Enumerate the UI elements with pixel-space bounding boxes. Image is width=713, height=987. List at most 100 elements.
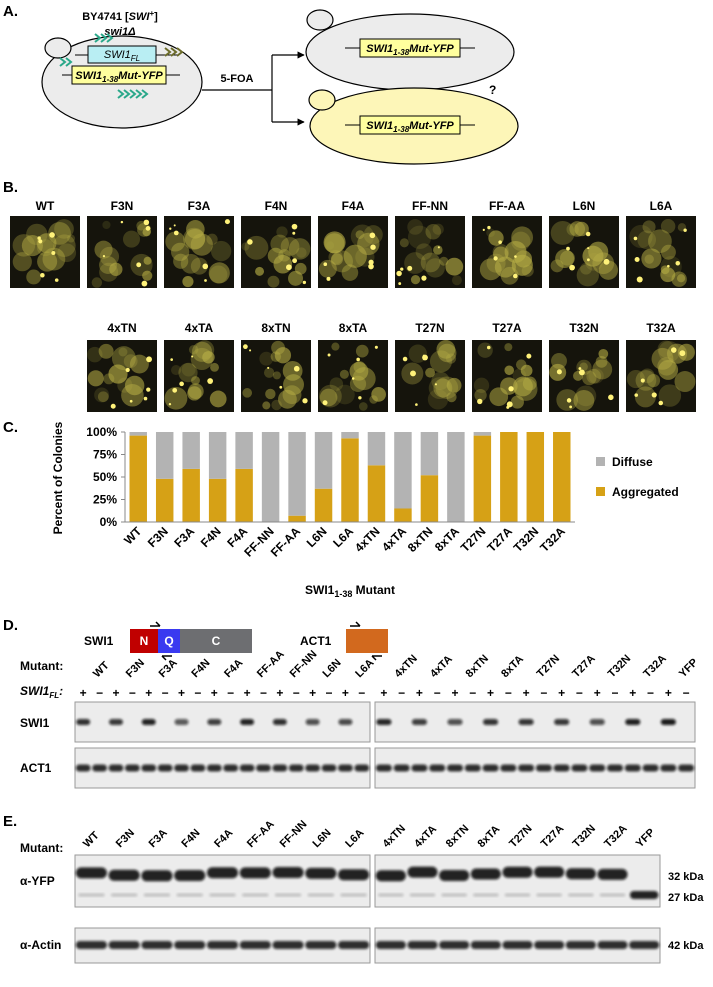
gene-sub: 1-38 xyxy=(334,589,352,599)
focus xyxy=(327,353,331,357)
gel-band xyxy=(108,941,140,949)
cell-image xyxy=(435,376,459,400)
chevron xyxy=(176,47,184,57)
gel-band xyxy=(502,941,533,949)
gel-band xyxy=(375,870,406,882)
cell-image xyxy=(566,223,579,236)
focus xyxy=(102,255,106,258)
focus xyxy=(679,350,686,357)
cell-image xyxy=(21,235,43,257)
gel-band xyxy=(407,866,438,878)
focus xyxy=(506,405,510,409)
bar-segment xyxy=(553,432,571,522)
gel-band xyxy=(338,764,353,772)
gel-band xyxy=(206,941,239,949)
image-label: 8xTA xyxy=(339,321,368,335)
cell-image xyxy=(576,264,599,287)
gel-band xyxy=(240,719,255,725)
cell-image xyxy=(573,389,595,411)
focus xyxy=(351,377,355,380)
bar-segment xyxy=(288,432,306,516)
panel-label: C. xyxy=(3,419,18,436)
focus xyxy=(302,398,308,404)
cell-image xyxy=(242,388,253,398)
cell-image xyxy=(67,234,76,243)
bar-segment xyxy=(394,508,412,522)
focus xyxy=(145,225,151,231)
focus xyxy=(286,264,292,271)
cell-image xyxy=(165,231,186,252)
gel-band xyxy=(441,893,467,897)
sign: + xyxy=(309,686,316,700)
cell-image xyxy=(598,348,609,359)
gene: SWI1 xyxy=(366,120,393,132)
focus xyxy=(493,256,498,261)
gel-band xyxy=(597,868,628,880)
focus xyxy=(173,230,179,236)
lane-label: F3N xyxy=(114,827,137,850)
row-label: Mutant: xyxy=(20,841,63,855)
cell-image xyxy=(330,253,343,266)
x-tick-label: F4N xyxy=(198,524,224,550)
cell-image xyxy=(399,238,409,248)
cell-image xyxy=(415,243,433,261)
cell-image xyxy=(208,262,230,284)
gel-band xyxy=(340,893,367,897)
gel-band xyxy=(624,764,641,772)
cell-image xyxy=(143,256,152,265)
gel-band xyxy=(239,867,271,879)
lane-label: L6A xyxy=(343,827,366,850)
gel-band xyxy=(629,941,660,949)
gel-band xyxy=(393,764,410,772)
bar-segment xyxy=(367,432,386,466)
gel-band xyxy=(535,764,552,772)
y-axis-label: Percent of Colonies xyxy=(51,421,65,534)
gel-band xyxy=(92,764,107,772)
strain-name: BY4741 [ xyxy=(82,11,129,23)
bar-segment xyxy=(341,432,359,439)
cell-image xyxy=(446,392,457,403)
x-axis-label: SWI11-38 Mutant xyxy=(305,583,395,599)
cell-image xyxy=(674,371,696,392)
cell-image xyxy=(48,222,71,245)
gel-band xyxy=(141,764,157,772)
gel xyxy=(74,854,371,908)
domain-box xyxy=(158,629,180,653)
cell-image xyxy=(585,252,603,271)
chevron xyxy=(164,47,172,57)
gel-band xyxy=(565,941,596,949)
focus xyxy=(400,267,404,271)
bar-segment xyxy=(235,468,253,522)
bar-segment xyxy=(155,432,174,479)
gel-band xyxy=(536,893,562,897)
label-rest: Mutant xyxy=(352,583,395,597)
cell-image xyxy=(265,388,276,400)
gel-band xyxy=(411,764,428,772)
gel-band xyxy=(470,941,501,949)
focus xyxy=(508,386,514,392)
gel-band xyxy=(518,719,534,725)
lane-label: YFP xyxy=(677,656,701,680)
focus xyxy=(587,247,590,250)
gel-band xyxy=(108,869,140,881)
sign: + xyxy=(487,686,494,700)
y-tick-label: 0% xyxy=(100,515,118,529)
lane-label: T27N xyxy=(507,823,535,851)
gel-band xyxy=(597,941,628,949)
gene-rest: Mut-YFP xyxy=(118,70,163,82)
cell-image xyxy=(511,226,534,249)
sign: − xyxy=(576,686,583,700)
cell-image xyxy=(288,238,311,260)
focus xyxy=(291,223,298,230)
x-tick-label: T32A xyxy=(537,524,568,555)
sign: − xyxy=(683,686,690,700)
lane-label: F3N xyxy=(124,657,147,680)
gel-band xyxy=(482,764,499,772)
cell-image xyxy=(324,233,345,254)
strain-end: ] xyxy=(154,11,158,23)
lane-label: L6N xyxy=(310,827,333,850)
cell-image xyxy=(486,228,495,238)
focus xyxy=(415,403,418,406)
lane-label: WT xyxy=(91,659,112,680)
sign: − xyxy=(358,686,365,700)
